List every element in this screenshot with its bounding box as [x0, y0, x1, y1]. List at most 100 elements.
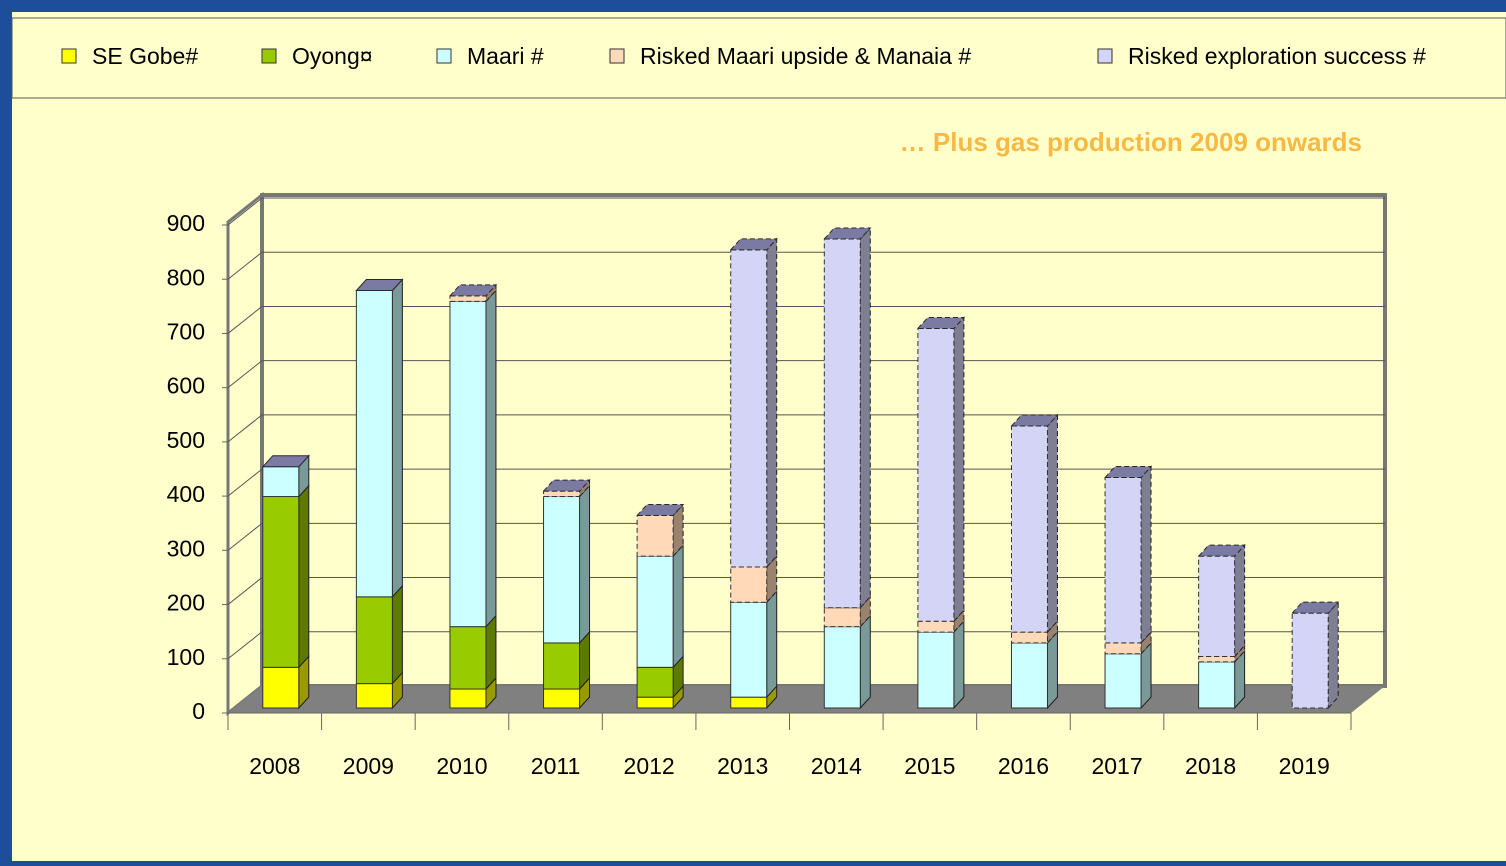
bar-side	[485, 289, 497, 628]
bar-side	[766, 237, 778, 569]
bar	[1010, 425, 1048, 633]
bar	[823, 238, 861, 609]
grid-line	[227, 577, 263, 605]
bar-side	[1327, 600, 1339, 710]
bar-top	[542, 479, 591, 492]
legend-swatch	[1097, 48, 1113, 64]
bar	[1198, 655, 1236, 663]
bar	[355, 289, 393, 598]
y-tick-label: 200	[167, 590, 205, 616]
x-tick-label: 2019	[1279, 753, 1330, 779]
bar	[636, 555, 674, 668]
bar-side	[579, 484, 591, 645]
bar	[262, 496, 300, 668]
bar-top	[448, 284, 498, 297]
bar-side	[859, 614, 871, 710]
bar-side	[953, 316, 965, 623]
bar	[1010, 642, 1048, 709]
bar-top	[729, 238, 778, 251]
bar-side	[1140, 465, 1152, 645]
x-tick-label: 2013	[717, 753, 768, 779]
bar	[636, 515, 674, 557]
bar-side	[485, 614, 497, 691]
x-tick-label: 2017	[1091, 753, 1142, 779]
bar	[449, 626, 487, 690]
bar-side	[391, 278, 403, 599]
bar	[543, 688, 581, 709]
bar	[355, 596, 393, 685]
legend-swatch	[436, 48, 452, 64]
bar-top	[1103, 466, 1153, 479]
bar	[543, 642, 581, 690]
grid-line	[227, 251, 263, 280]
bar-side	[298, 484, 310, 669]
bar	[917, 631, 955, 709]
y-tick-label: 700	[167, 319, 205, 345]
x-tick-label: 2009	[343, 753, 394, 779]
grid-line	[227, 468, 263, 497]
bar	[1198, 661, 1236, 709]
y-tick-label: 600	[167, 373, 205, 399]
y-tick-label: 400	[167, 481, 205, 507]
x-tick-label: 2015	[904, 753, 955, 779]
bar-top	[1197, 544, 1246, 557]
bar	[1104, 653, 1142, 709]
y-tick-label: 800	[167, 264, 205, 290]
legend-label: SE Gobe#	[92, 43, 198, 69]
legend-label: Oyong¤	[292, 43, 373, 69]
bar-side	[859, 226, 871, 609]
bar-side	[1046, 413, 1058, 634]
bar-top	[1291, 601, 1340, 614]
bar	[730, 601, 768, 698]
grid-line	[227, 360, 263, 389]
x-tick-label: 2010	[436, 753, 487, 779]
bar-side	[766, 589, 778, 699]
x-tick-label: 2016	[998, 753, 1049, 779]
bar-top	[635, 504, 685, 517]
grid-line	[227, 306, 263, 334]
annotation: … Plus gas production 2009 onwards	[900, 127, 1362, 157]
bar	[823, 607, 861, 628]
bar	[730, 566, 768, 603]
bar	[1104, 642, 1142, 655]
legend-swatch	[261, 48, 277, 64]
grid-line	[227, 414, 263, 443]
bar	[449, 295, 487, 302]
y-tick-label: 500	[167, 427, 205, 453]
y-tick-label: 100	[167, 644, 205, 670]
bar-side	[672, 543, 684, 669]
bar-top	[355, 278, 404, 291]
bar-top	[916, 316, 966, 329]
bar-top	[1010, 414, 1059, 427]
bar-side	[391, 584, 403, 685]
bar-side	[953, 619, 965, 710]
bar	[730, 696, 768, 709]
legend-label: Risked Maari upside & Manaia #	[640, 43, 971, 69]
legend-label: Risked exploration success #	[1128, 43, 1426, 69]
bar	[449, 688, 487, 709]
grid-line	[227, 197, 263, 226]
bar	[1291, 612, 1329, 709]
grid-line	[227, 631, 263, 660]
x-tick-label: 2011	[531, 753, 580, 779]
bar	[823, 626, 861, 709]
bar	[730, 249, 768, 568]
x-tick-label: 2012	[624, 753, 675, 779]
bar	[917, 620, 955, 633]
bar	[1010, 631, 1048, 644]
legend-swatch	[61, 48, 77, 64]
bar	[1198, 555, 1236, 657]
bar	[262, 666, 300, 709]
x-tick-label: 2018	[1185, 753, 1236, 779]
bar	[636, 666, 674, 698]
grid-line	[227, 522, 263, 551]
bar	[1104, 477, 1142, 644]
y-tick-label: 300	[167, 535, 205, 561]
bar-side	[1234, 543, 1246, 658]
bar-side	[1046, 630, 1058, 710]
bar	[543, 490, 581, 498]
x-tick-label: 2014	[811, 753, 862, 779]
bar	[262, 466, 300, 498]
floor	[228, 686, 1385, 713]
legend-label: Maari #	[467, 43, 544, 69]
